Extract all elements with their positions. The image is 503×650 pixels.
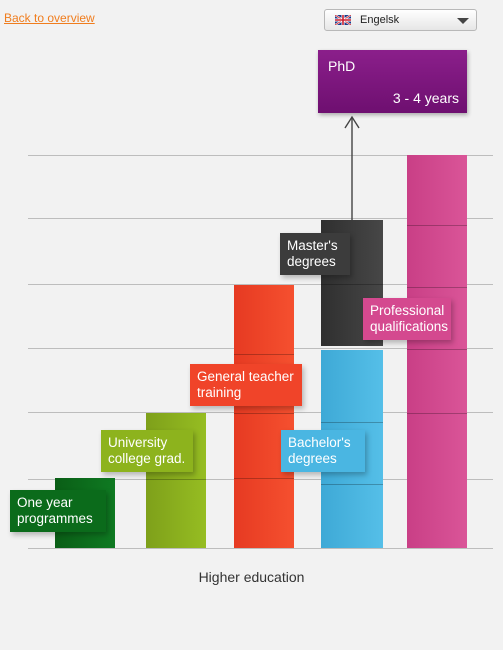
phd-duration: 3 - 4 years [392, 90, 459, 106]
chart-caption: Higher education [198, 569, 305, 585]
phd-box[interactable]: PhD 3 - 4 years [318, 50, 467, 113]
label-text: One year programmes [17, 495, 93, 526]
gridline [28, 155, 493, 156]
label-text: Master's degrees [287, 238, 338, 269]
label-general-teacher[interactable]: General teacher training [190, 364, 302, 406]
label-text: Bachelor's degrees [288, 435, 351, 466]
label-text: General teacher training [197, 369, 294, 400]
chevron-down-icon [457, 18, 469, 24]
label-text: University college grad. [108, 435, 186, 466]
gridline [28, 548, 493, 549]
language-label: Engelsk [360, 14, 400, 26]
label-university-college[interactable]: University college grad. [101, 430, 193, 472]
label-bachelor[interactable]: Bachelor's degrees [281, 430, 365, 472]
uk-flag-icon [335, 15, 351, 25]
gridline [28, 218, 493, 219]
phd-title: PhD [328, 58, 356, 74]
back-to-overview-link[interactable]: Back to overview [4, 11, 95, 25]
gridline [28, 284, 493, 285]
language-select[interactable]: Engelsk [324, 9, 477, 31]
bar-general-teacher [234, 285, 294, 548]
label-one-year[interactable]: One year programmes [10, 490, 106, 532]
label-text: Professional qualifications [370, 303, 449, 334]
label-professional[interactable]: Professional qualifications [363, 298, 451, 340]
label-master[interactable]: Master's degrees [280, 233, 350, 275]
bar-professional [407, 155, 467, 548]
